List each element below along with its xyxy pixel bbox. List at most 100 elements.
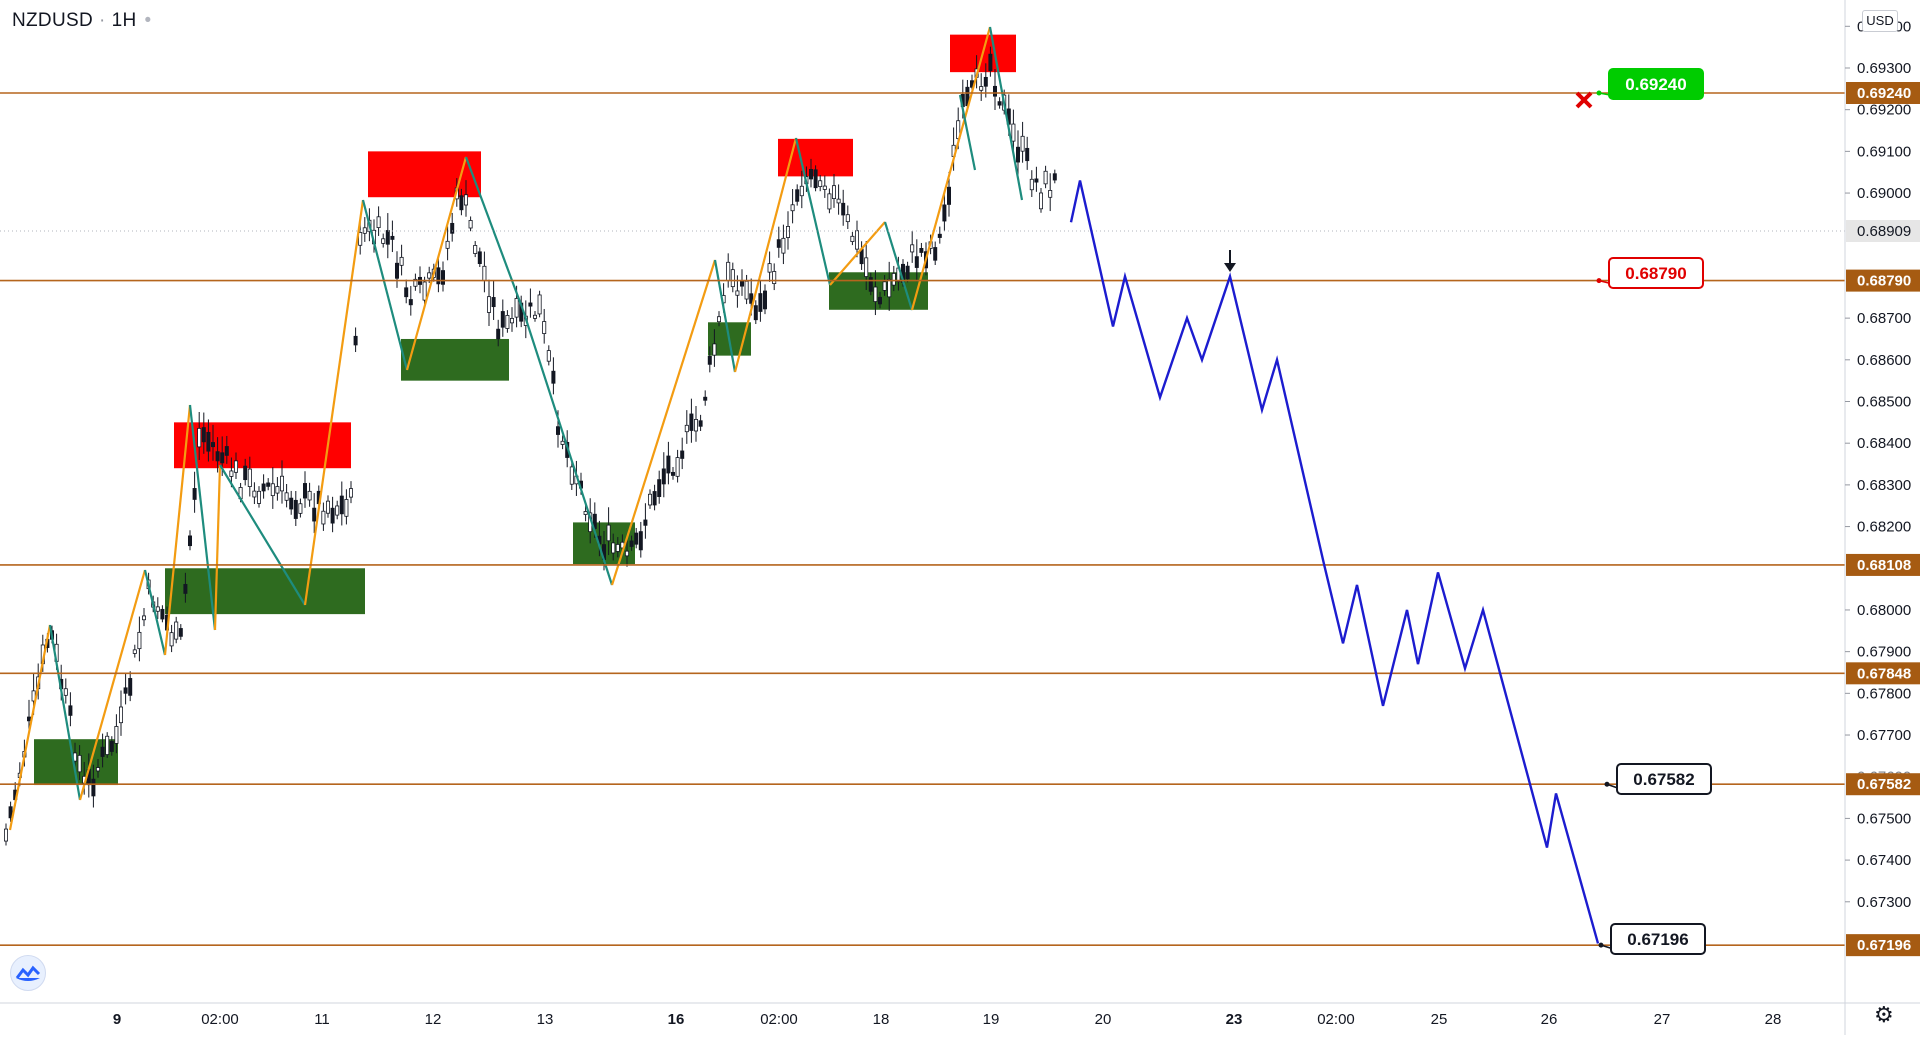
candle-body (450, 222, 455, 234)
y-tick-label: 0.68500 (1857, 394, 1911, 411)
x-tick-label: 18 (873, 1011, 890, 1028)
x-tick-label: 02:00 (760, 1011, 798, 1028)
x-tick-label: 02:00 (201, 1011, 239, 1028)
candle-body (68, 705, 73, 716)
candle-body (289, 497, 294, 510)
candle-body (717, 316, 722, 323)
candle-body (551, 370, 556, 384)
candle-body (758, 293, 763, 312)
wave-lines (8, 26, 1024, 831)
gear-icon[interactable]: ⚙ (1874, 1002, 1894, 1027)
callout-anchor (1596, 278, 1602, 284)
candle-body (583, 511, 588, 515)
candle-body (850, 235, 855, 242)
candle-body (427, 272, 432, 279)
candle-body (781, 237, 786, 254)
forecast-line (1069, 180, 1600, 944)
dot-menu-icon[interactable]: • (144, 10, 152, 31)
candle-body (293, 499, 298, 519)
candle-body (404, 287, 409, 298)
symbol-separator: · (98, 10, 106, 31)
candle-body (390, 235, 395, 240)
level-badge-label: 0.67582 (1857, 776, 1911, 793)
y-tick-label: 0.68300 (1857, 477, 1911, 494)
demand-zone (165, 568, 365, 615)
candle-body (187, 535, 192, 547)
impulse-down-leg (794, 137, 832, 286)
candle-body (707, 355, 712, 365)
candle-body (698, 420, 703, 427)
candle-body (1043, 170, 1048, 185)
red-x-icon-stroke (1575, 91, 1593, 109)
tradingview-logo-icon[interactable] (10, 955, 46, 991)
candle-body (638, 531, 643, 551)
level-badge-label: 0.68108 (1857, 557, 1911, 574)
candle-body (680, 450, 685, 459)
level-badge-label: 0.67848 (1857, 665, 1911, 682)
x-tick-label: 02:00 (1317, 1011, 1355, 1028)
impulse-up-leg (829, 221, 886, 286)
candle-body (809, 169, 814, 180)
candle-body (786, 226, 791, 238)
y-tick-label: 0.67800 (1857, 685, 1911, 702)
candle-body (763, 290, 768, 310)
candle-body (137, 631, 142, 650)
x-tick-label: 12 (425, 1011, 442, 1028)
candle-body (210, 442, 215, 448)
candle-body (321, 510, 326, 525)
level-badge-label: 0.69240 (1857, 85, 1911, 102)
y-tick-label: 0.69000 (1857, 185, 1911, 202)
candle-body (261, 483, 266, 492)
candle-body (730, 269, 735, 288)
candle-body (155, 606, 160, 612)
candle-body (712, 343, 717, 356)
impulse-down-leg (958, 94, 977, 171)
current-price-label: 0.68909 (1857, 223, 1911, 240)
candle-body (822, 185, 827, 190)
candle-body (77, 754, 82, 773)
candle-body (625, 550, 630, 557)
candle-body (105, 735, 110, 755)
candle-body (473, 245, 478, 254)
demand-zone (401, 338, 509, 381)
impulse-down-leg (464, 156, 525, 311)
candle-body (611, 542, 616, 554)
candle-body (813, 169, 818, 189)
zones (34, 34, 1016, 786)
down-arrow-head (1224, 263, 1236, 272)
y-tick-label: 0.68400 (1857, 435, 1911, 452)
impulse-down-leg (143, 569, 167, 656)
candle-body (983, 76, 988, 87)
candle-body (500, 311, 505, 328)
callout-anchor (1604, 781, 1610, 787)
currency-badge[interactable]: USD (1862, 10, 1898, 32)
candle-body (353, 335, 358, 346)
candle-body (832, 185, 837, 199)
candle-body (270, 483, 275, 497)
candle-body (882, 281, 887, 291)
callout-anchor (1596, 90, 1602, 96)
impulse-up-leg (163, 404, 192, 656)
candle-body (533, 314, 538, 319)
candle-body (905, 265, 910, 280)
candle-body (795, 189, 800, 202)
candle-body (8, 806, 13, 819)
candle-body (109, 741, 114, 752)
candle-body (933, 247, 938, 261)
level-badge (1846, 934, 1920, 957)
candle-body (440, 270, 445, 285)
symbol-title[interactable]: NZDUSD · 1H • (12, 10, 151, 32)
candle-body (243, 465, 248, 481)
candle-body (206, 431, 211, 452)
candle-body (178, 628, 183, 637)
candle-body (643, 519, 648, 526)
candle-body (128, 678, 133, 696)
candle-body (1039, 192, 1044, 210)
candle-body (468, 220, 473, 229)
y-tick-label: 0.69200 (1857, 102, 1911, 119)
candle-body (1048, 190, 1053, 198)
candle-body (726, 261, 731, 281)
candle-body (919, 248, 924, 253)
